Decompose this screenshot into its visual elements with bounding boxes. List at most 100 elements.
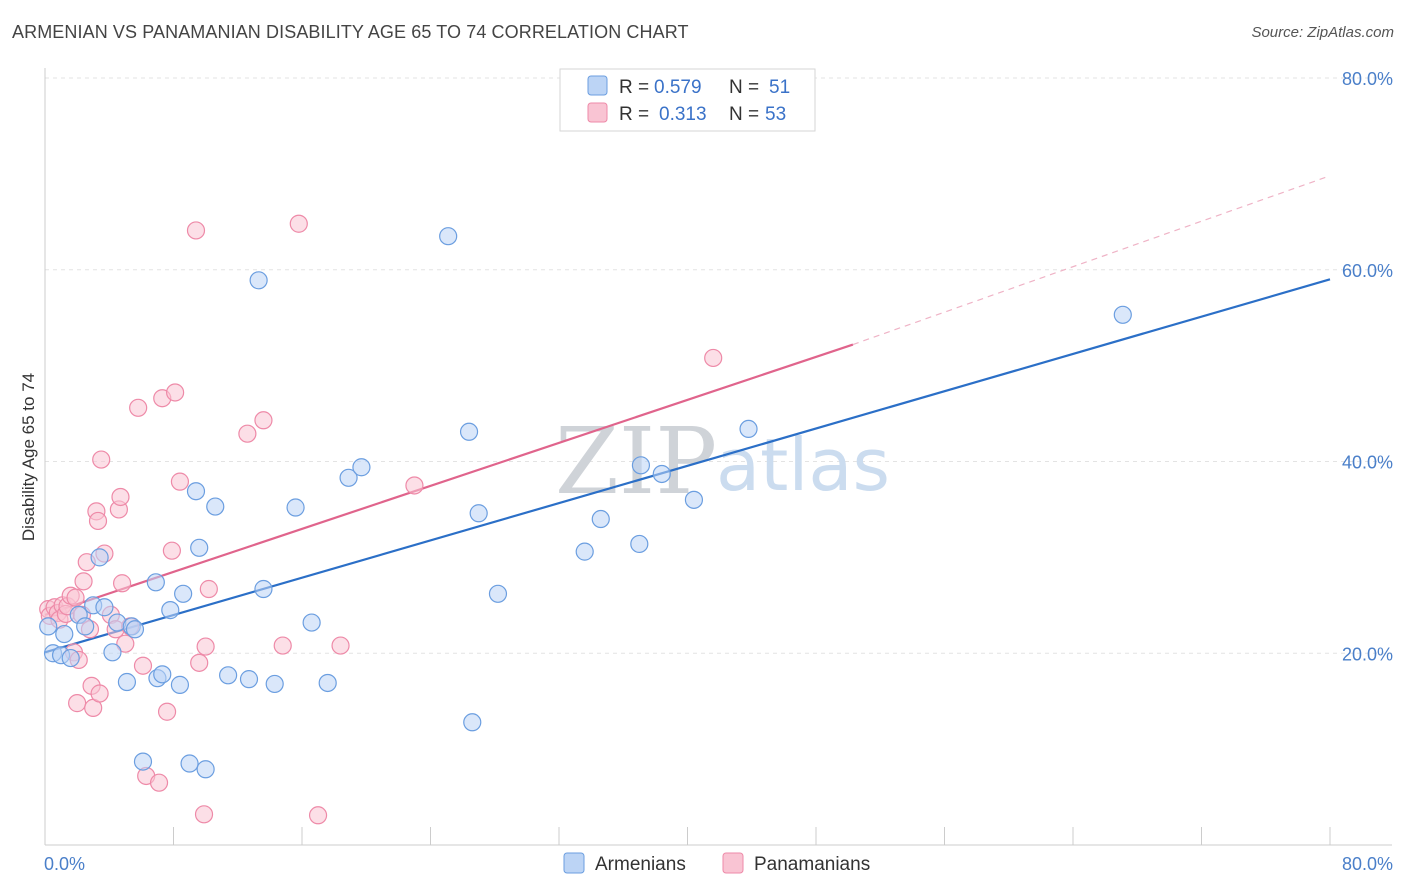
panamanians-point-11 <box>68 694 87 713</box>
armenians-point-30 <box>254 579 273 599</box>
panamanians-point-29 <box>116 634 135 653</box>
armenians-points <box>39 227 1132 779</box>
chart-title: ARMENIAN VS PANAMANIAN DISABILITY AGE 65… <box>12 22 689 42</box>
legend-swatch-armenians <box>587 75 608 96</box>
stats-legend: R = 0.579 N = 51 R = 0.313 N = 53 <box>559 68 816 132</box>
armenians-point-20 <box>170 675 190 694</box>
armenians-point-16 <box>146 573 165 592</box>
armenians-point-8 <box>90 548 109 567</box>
armenians-point-26 <box>206 497 225 516</box>
panamanians-point-42 <box>194 805 214 824</box>
panamanians-point-50 <box>331 636 350 655</box>
armenians-point-39 <box>463 713 482 732</box>
armenians-point-24 <box>190 538 209 557</box>
bottom-legend-label-armenians: Armenians <box>595 854 686 875</box>
series-legend: Armenians Panamanians <box>563 852 870 875</box>
armenians-point-15 <box>133 752 153 771</box>
armenians-point-23 <box>186 482 206 501</box>
panamanians-point-37 <box>162 541 181 560</box>
panamanians-point-40 <box>186 221 206 240</box>
armenians-point-10 <box>103 643 122 662</box>
panamanians-point-28 <box>112 574 132 593</box>
y-tick-label-1: 40.0% <box>1342 453 1393 473</box>
armenians-point-38 <box>459 422 479 441</box>
armenians-point-19 <box>161 601 180 620</box>
legend-n-value-2: 53 <box>765 104 786 125</box>
armenians-point-4 <box>61 648 80 668</box>
armenians-point-29 <box>249 271 268 290</box>
panamanians-point-34 <box>149 773 169 792</box>
panamanians-point-44 <box>199 579 218 599</box>
armenians-point-40 <box>469 504 488 523</box>
armenians-point-44 <box>630 534 649 554</box>
panamanians-point-51 <box>405 476 424 495</box>
y-tick-label-3: 80.0% <box>1342 69 1393 89</box>
armenians-point-43 <box>591 509 610 529</box>
armenians-point-36 <box>352 458 371 477</box>
armenians-point-0 <box>39 617 58 636</box>
armenians-point-46 <box>652 464 671 484</box>
legend-r-value-1: 0.579 <box>654 77 702 98</box>
panamanians-point-14 <box>74 572 93 591</box>
panamanians-point-47 <box>273 636 292 655</box>
armenians-point-6 <box>76 617 95 636</box>
bottom-legend-swatch-armenians <box>563 852 585 874</box>
panamanians-point-41 <box>190 653 209 672</box>
armenians-point-9 <box>95 598 114 617</box>
armenians-point-45 <box>631 456 651 475</box>
x-ticks <box>173 827 1331 845</box>
legend-r-label-1: R = <box>619 77 649 98</box>
x-tick-label-min: 0.0% <box>44 854 85 874</box>
legend-r-label-2: R = <box>619 104 649 125</box>
armenians-point-3 <box>55 624 74 644</box>
legend-swatch-panamanians <box>587 102 608 123</box>
panamanians-point-39 <box>170 472 190 491</box>
y-tick-label-0: 20.0% <box>1342 644 1393 664</box>
panamanians-trend-line <box>44 343 854 616</box>
armenians-point-35 <box>339 468 358 487</box>
panamanians-point-46 <box>254 411 273 430</box>
panamanians-point-27 <box>111 487 130 507</box>
armenians-point-48 <box>739 419 758 439</box>
panamanians-points <box>39 214 723 825</box>
armenians-point-33 <box>302 613 321 632</box>
legend-n-value-1: 51 <box>769 77 790 98</box>
legend-n-label-1: N = <box>729 77 759 98</box>
panamanians-point-31 <box>129 398 148 417</box>
armenians-point-31 <box>265 674 284 694</box>
legend-r-value-2: 0.313 <box>659 104 707 125</box>
panamanians-point-21 <box>90 684 109 703</box>
armenians-point-25 <box>196 760 215 779</box>
panamanians-trend-extension <box>852 175 1331 346</box>
armenians-point-12 <box>117 672 137 692</box>
x-tick-label-max: 80.0% <box>1342 854 1393 874</box>
panamanians-point-49 <box>308 806 328 825</box>
source-label: Source: ZipAtlas.com <box>1251 24 1394 41</box>
armenians-point-21 <box>174 584 193 603</box>
armenians-point-32 <box>286 498 305 517</box>
armenians-point-18 <box>153 665 172 684</box>
panamanians-point-36 <box>157 702 177 721</box>
y-tick-labels: 20.0% 40.0% 60.0% 80.0% <box>1342 69 1393 664</box>
bottom-legend-label-panamanians: Panamanians <box>754 854 870 875</box>
panamanians-point-38 <box>166 383 185 402</box>
armenians-point-42 <box>575 542 594 561</box>
armenians-point-47 <box>684 490 704 509</box>
panamanians-point-52 <box>704 348 723 368</box>
armenians-point-14 <box>125 620 145 639</box>
armenians-point-49 <box>1113 305 1132 324</box>
armenians-point-37 <box>439 227 458 246</box>
watermark-atlas: atlas <box>716 423 890 507</box>
panamanians-point-45 <box>238 424 257 443</box>
panamanians-point-32 <box>133 656 153 675</box>
panamanians-point-10 <box>66 588 85 607</box>
y-tick-label-2: 60.0% <box>1342 261 1393 281</box>
armenians-point-34 <box>318 673 337 693</box>
armenians-point-22 <box>180 754 199 773</box>
legend-n-label-2: N = <box>729 104 759 125</box>
armenians-trend-line <box>44 278 1331 654</box>
panamanians-point-20 <box>88 511 108 531</box>
panamanians-point-43 <box>196 637 215 656</box>
bottom-legend-swatch-panamanians <box>722 852 744 874</box>
